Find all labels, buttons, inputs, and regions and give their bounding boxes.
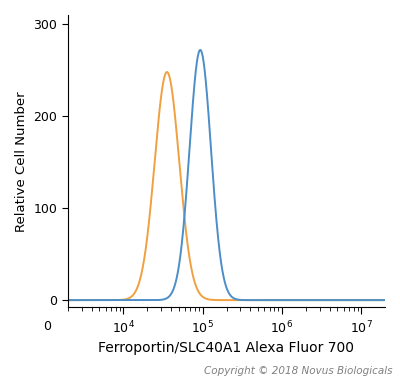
Text: Copyright © 2018 Novus Biologicals: Copyright © 2018 Novus Biologicals <box>204 366 392 376</box>
Text: 0: 0 <box>43 321 51 333</box>
Y-axis label: Relative Cell Number: Relative Cell Number <box>15 91 28 232</box>
X-axis label: Ferroportin/SLC40A1 Alexa Fluor 700: Ferroportin/SLC40A1 Alexa Fluor 700 <box>98 341 354 355</box>
